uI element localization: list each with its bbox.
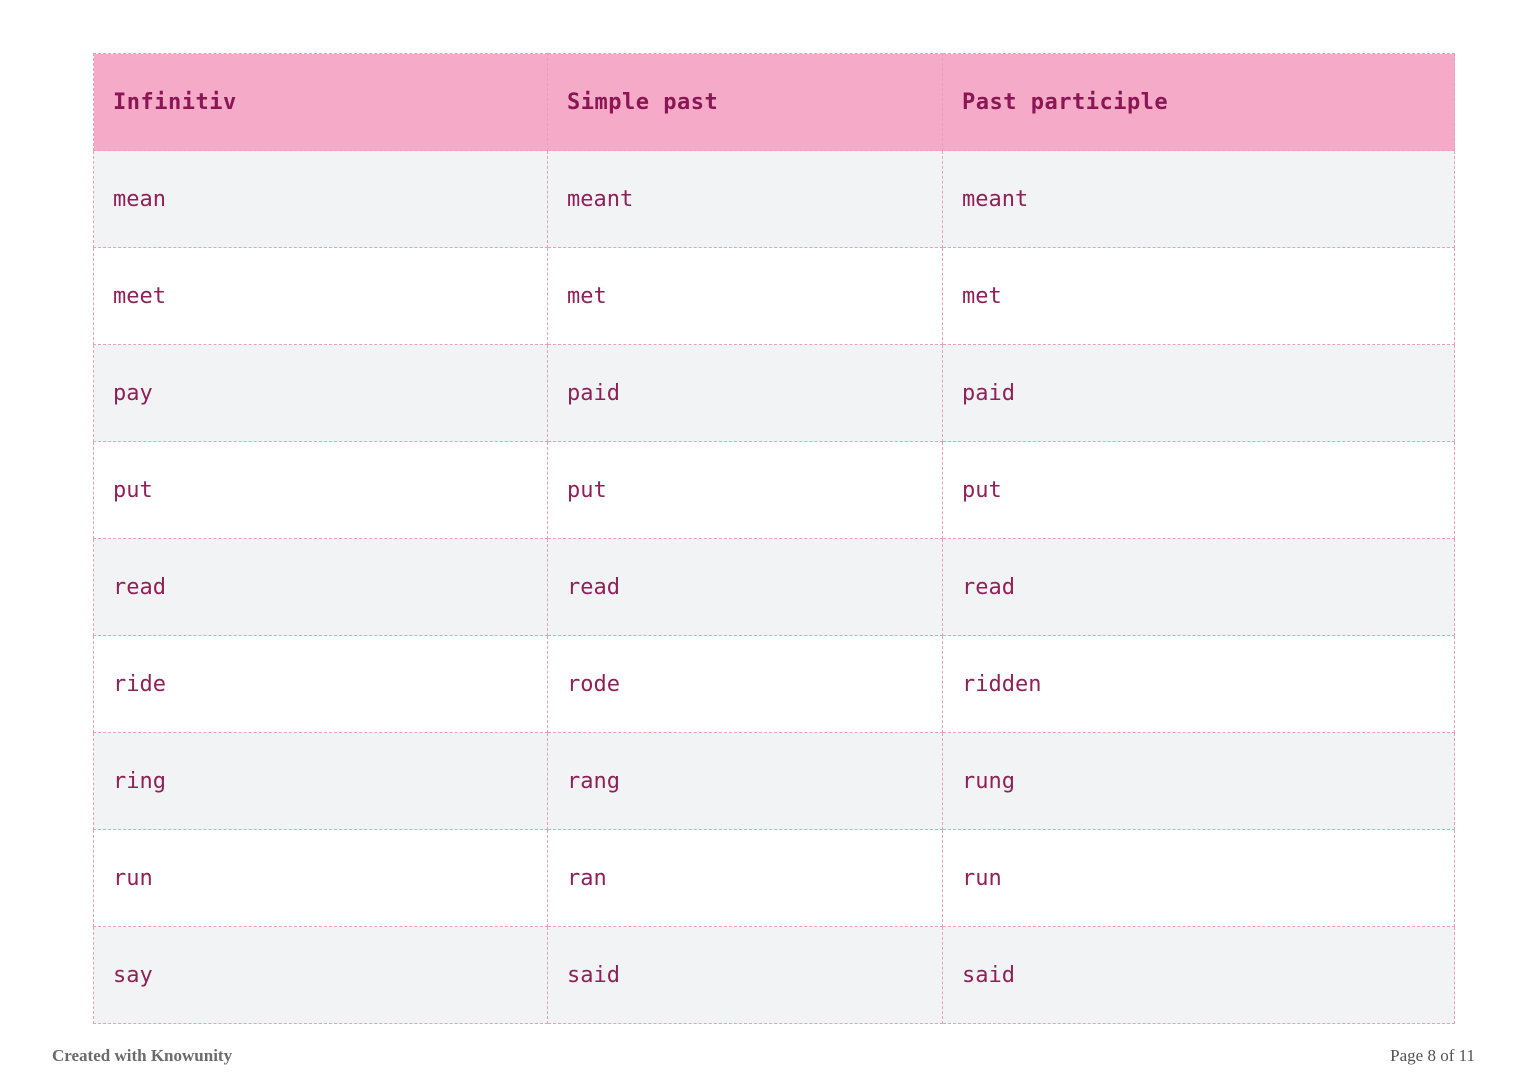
table-row: put put put bbox=[93, 441, 1455, 539]
page-footer: Created with Knowunity Page 8 of 11 bbox=[0, 1038, 1527, 1074]
table-cell: paid bbox=[547, 344, 943, 442]
table-body: mean meant meant meet met met pay paid paid put pu… bbox=[93, 150, 1455, 1024]
table-cell: meant bbox=[547, 150, 943, 248]
table-cell: said bbox=[547, 926, 943, 1024]
table-row: ring rang rung bbox=[93, 732, 1455, 830]
page-number: Page 8 of 11 bbox=[1390, 1046, 1475, 1065]
table-cell: said bbox=[942, 926, 1455, 1024]
credit-text: Created with Knowunity bbox=[52, 1046, 233, 1065]
header-infinitiv: Infinitiv bbox=[93, 53, 548, 151]
table-cell: say bbox=[93, 926, 548, 1024]
table-cell: ran bbox=[547, 829, 943, 927]
table-row: meet met met bbox=[93, 247, 1455, 345]
table-cell: meant bbox=[942, 150, 1455, 248]
table-cell: ride bbox=[93, 635, 548, 733]
table-row: say said said bbox=[93, 926, 1455, 1024]
table-cell: read bbox=[942, 538, 1455, 636]
header-past-participle: Past participle bbox=[942, 53, 1455, 151]
irregular-verbs-table: Infinitiv Simple past Past participle me… bbox=[93, 53, 1455, 1024]
table-header: Infinitiv Simple past Past participle bbox=[93, 53, 1455, 151]
table-cell: rode bbox=[547, 635, 943, 733]
table-cell: run bbox=[942, 829, 1455, 927]
table-cell: ridden bbox=[942, 635, 1455, 733]
table-cell: mean bbox=[93, 150, 548, 248]
table-row: run ran run bbox=[93, 829, 1455, 927]
table-cell: meet bbox=[93, 247, 548, 345]
header-row: Infinitiv Simple past Past participle bbox=[93, 53, 1455, 151]
table-row: mean meant meant bbox=[93, 150, 1455, 248]
table-cell: ring bbox=[93, 732, 548, 830]
table-cell: put bbox=[93, 441, 548, 539]
table-cell: read bbox=[547, 538, 943, 636]
table-cell: rung bbox=[942, 732, 1455, 830]
table-cell: rang bbox=[547, 732, 943, 830]
table-row: read read read bbox=[93, 538, 1455, 636]
table-cell: read bbox=[93, 538, 548, 636]
table-cell: paid bbox=[942, 344, 1455, 442]
table-cell: put bbox=[547, 441, 943, 539]
table-cell: pay bbox=[93, 344, 548, 442]
header-simple-past: Simple past bbox=[547, 53, 943, 151]
table-cell: put bbox=[942, 441, 1455, 539]
table-row: ride rode ridden bbox=[93, 635, 1455, 733]
table-cell: met bbox=[942, 247, 1455, 345]
table-row: pay paid paid bbox=[93, 344, 1455, 442]
table-cell: met bbox=[547, 247, 943, 345]
table-cell: run bbox=[93, 829, 548, 927]
